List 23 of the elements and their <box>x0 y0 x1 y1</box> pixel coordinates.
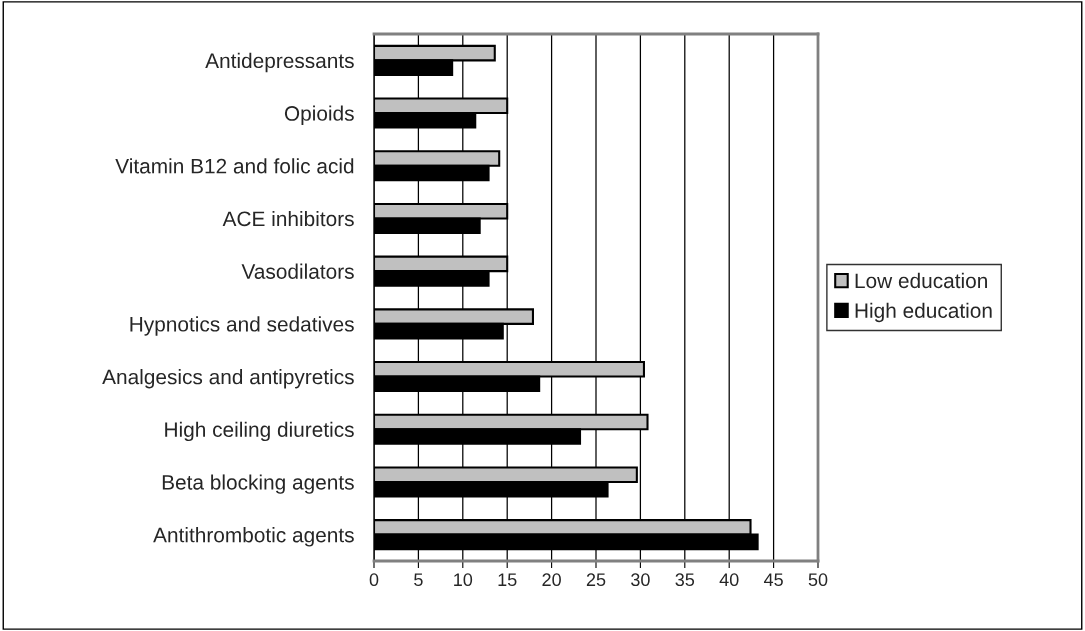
y-tick-label: High ceiling diuretics <box>165 421 354 442</box>
x-tick-label: 20 <box>542 573 561 587</box>
legend-label: Low education <box>855 272 987 289</box>
x-tick-label: 50 <box>808 573 828 587</box>
x-tick-label: 15 <box>498 573 517 587</box>
x-tick-label: 10 <box>454 573 473 587</box>
x-tick-label: 0 <box>369 573 379 587</box>
y-tick-label: Vitamin B12 and folic acid <box>115 158 354 174</box>
y-tick-label: Antithrombotic agents <box>153 527 354 547</box>
x-tick-label: 30 <box>631 573 650 587</box>
y-tick-label: Analgesics and antipyretics <box>102 369 354 389</box>
y-tick-label: Hypnotics and sedatives <box>130 316 354 336</box>
legend-label: High education <box>855 302 992 323</box>
y-tick-label: Beta blocking agents <box>162 474 354 494</box>
x-tick-label: 40 <box>719 573 739 587</box>
y-tick-label: ACE inhibitors <box>222 210 354 227</box>
y-tick-label: Vasodilators <box>241 263 354 279</box>
y-tick-label: Antidepressants <box>205 52 354 73</box>
x-tick-label: 5 <box>414 573 423 587</box>
x-tick-label: 35 <box>675 573 695 587</box>
x-tick-label: 25 <box>586 573 606 587</box>
y-tick-label: Opioids <box>284 105 354 125</box>
x-tick-label: 45 <box>763 573 783 587</box>
